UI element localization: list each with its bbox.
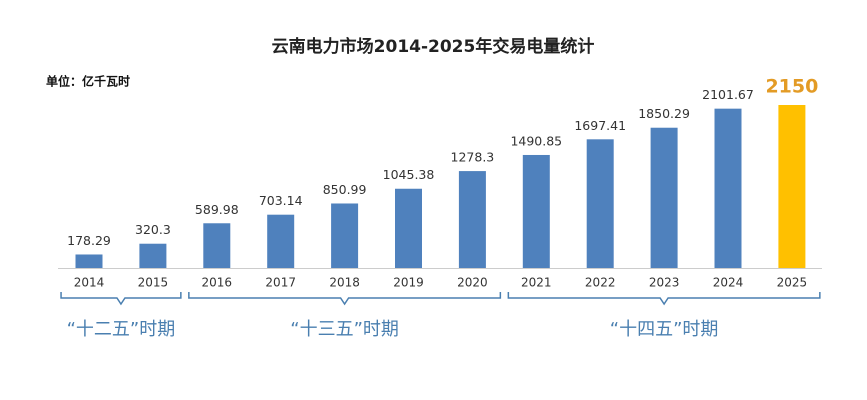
bar xyxy=(267,214,295,268)
value-label: 1045.38 xyxy=(383,167,435,182)
value-label: 850.99 xyxy=(323,182,367,197)
x-tick-label: 2021 xyxy=(521,276,552,290)
period-label: “十四五”时期 xyxy=(610,319,719,340)
bar xyxy=(139,243,167,268)
period-bracket xyxy=(60,292,182,306)
value-label: 1490.85 xyxy=(510,133,562,148)
x-tick-label: 2023 xyxy=(649,276,680,290)
value-label: 2101.67 xyxy=(702,87,754,102)
bar xyxy=(458,171,486,268)
bar xyxy=(522,154,550,268)
value-label: 178.29 xyxy=(67,233,111,248)
value-label: 703.14 xyxy=(259,193,303,208)
bar xyxy=(203,223,231,268)
value-label: 2150 xyxy=(765,76,818,98)
period-label: “十三五”时期 xyxy=(290,319,399,340)
value-label: 1278.3 xyxy=(451,150,495,165)
chart-title: 云南电力市场2014-2025年交易电量统计 xyxy=(272,36,595,57)
x-tick-label: 2025 xyxy=(777,276,808,290)
bar xyxy=(650,127,678,268)
period-label: “十二五”时期 xyxy=(67,319,176,340)
value-label: 1850.29 xyxy=(638,106,690,121)
x-tick-label: 2016 xyxy=(202,276,233,290)
x-tick-label: 2015 xyxy=(138,276,169,290)
x-tick-label: 2022 xyxy=(585,276,616,290)
value-label: 1697.41 xyxy=(574,118,626,133)
x-tick-label: 2020 xyxy=(457,276,488,290)
x-tick-label: 2019 xyxy=(393,276,424,290)
bar xyxy=(331,203,359,268)
bar xyxy=(778,105,806,268)
bar xyxy=(75,254,103,268)
value-label: 589.98 xyxy=(195,202,239,217)
period-bracket xyxy=(188,292,502,306)
value-label: 320.3 xyxy=(135,222,171,237)
bar xyxy=(586,139,614,268)
x-tick-label: 2024 xyxy=(713,276,744,290)
bar xyxy=(714,108,742,268)
x-tick-label: 2018 xyxy=(329,276,360,290)
period-bracket xyxy=(507,292,821,306)
unit-label: 单位：亿千瓦时 xyxy=(46,74,130,89)
x-tick-label: 2017 xyxy=(265,276,296,290)
x-tick-label: 2014 xyxy=(74,276,105,290)
bar xyxy=(395,188,422,268)
